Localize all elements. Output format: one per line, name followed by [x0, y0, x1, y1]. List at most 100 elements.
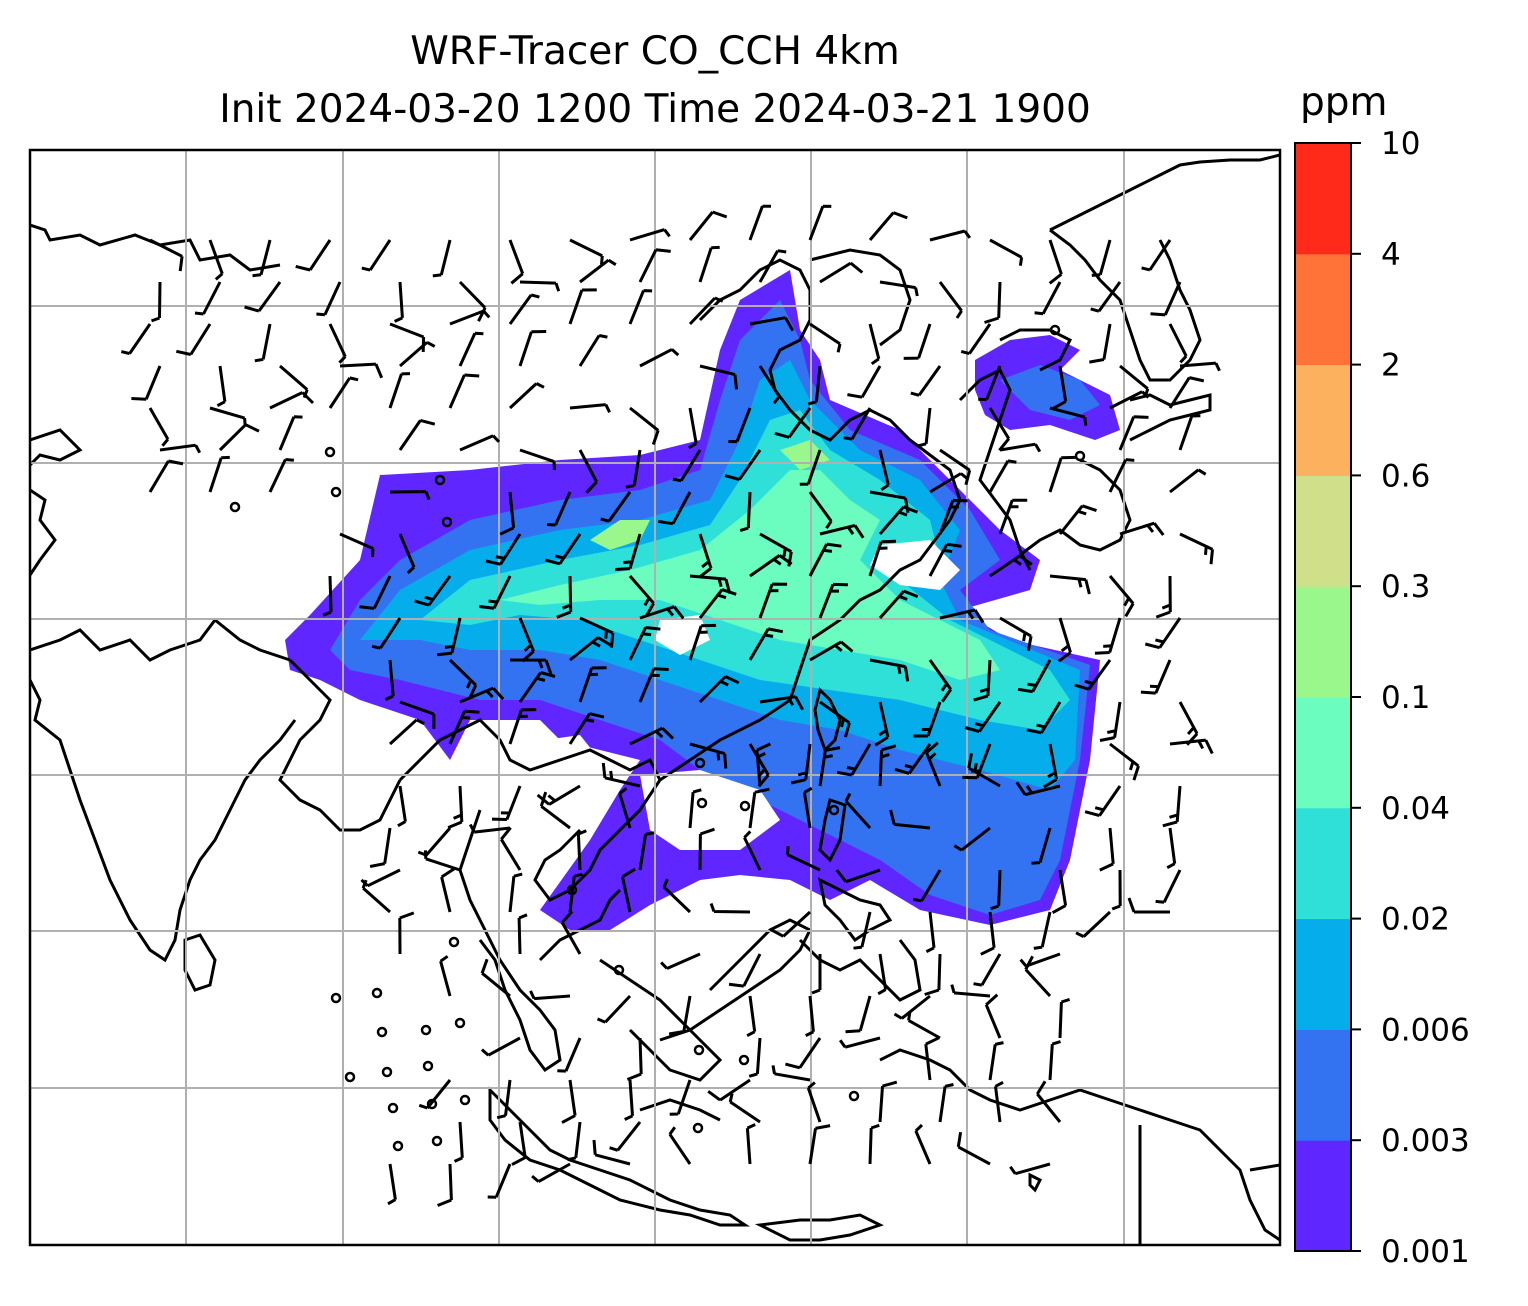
calm-wind-marker [848, 1090, 860, 1102]
gridlines [30, 150, 1280, 1245]
wind-barb [879, 280, 919, 297]
calm-wind-marker [330, 486, 342, 498]
wind-barb [399, 340, 436, 368]
colorbar-segment [1295, 475, 1351, 587]
wind-barb [449, 309, 491, 326]
wind-barb [371, 617, 402, 650]
wind-barb [414, 575, 452, 607]
wind-barb [893, 994, 931, 1020]
wind-barb [668, 1126, 692, 1165]
wind-barb [1009, 1162, 1051, 1176]
wind-barb [397, 785, 407, 828]
wind-barb [218, 423, 260, 452]
wind-barb [1074, 659, 1112, 691]
wind-barb [600, 491, 632, 523]
wind-barb [808, 542, 842, 577]
calm-wind-marker [376, 1026, 388, 1038]
wind-barb [1034, 281, 1062, 316]
calm-wind-marker [1049, 324, 1061, 336]
wind-barb [518, 330, 547, 367]
wind-barb [894, 743, 932, 775]
wind-barb [669, 1079, 692, 1116]
wind-barb [1026, 701, 1062, 735]
wind-barb [1140, 659, 1172, 695]
wind-barb [978, 365, 1002, 401]
calm-wind-marker [434, 474, 446, 486]
wind-barb [479, 575, 512, 610]
wind-barb [1043, 743, 1059, 789]
wind-barb [660, 952, 701, 970]
wind-barb [568, 288, 597, 325]
wind-barb [688, 407, 698, 450]
wind-barb [638, 248, 671, 283]
wind-barb [459, 686, 505, 704]
wind-barb [1019, 952, 1061, 968]
wind-barb [868, 211, 908, 241]
wind-barb [369, 827, 392, 868]
calm-wind-marker [381, 1066, 393, 1078]
wind-barb [929, 229, 972, 242]
wind-barb [508, 239, 525, 285]
wind-barb [398, 533, 416, 575]
wind-barb [447, 785, 464, 829]
map-frame [28, 148, 1282, 1247]
wind-barb [1048, 239, 1063, 285]
wind-barb [938, 1083, 954, 1123]
wind-barb [545, 533, 582, 566]
wind-barb [1179, 361, 1221, 372]
wind-barb [1090, 281, 1122, 313]
wind-barb [120, 323, 152, 356]
wind-barb [1166, 827, 1177, 870]
wind-barb [576, 829, 587, 871]
wind-barb [626, 1037, 643, 1081]
wind-barb [845, 995, 872, 1034]
wind-barb [990, 869, 1002, 911]
wind-barb [316, 281, 342, 317]
wind-barb [878, 1080, 898, 1123]
wind-barb [698, 588, 737, 619]
calm-wind-marker [692, 1122, 704, 1134]
wind-barb [844, 792, 872, 830]
wind-barb [988, 459, 1017, 493]
wind-barb [950, 984, 991, 998]
wind-barb [131, 365, 162, 401]
wind-barb [569, 636, 612, 662]
wind-barb [629, 726, 675, 746]
wind-barb [399, 700, 436, 729]
wind-barb [984, 281, 1002, 324]
map-area [30, 150, 1280, 1245]
wind-barb [929, 472, 969, 494]
wind-barb [561, 1079, 577, 1124]
calm-wind-marker [371, 987, 383, 999]
wind-barb [869, 658, 910, 682]
wind-barb [480, 1036, 521, 1057]
wind-barb [1109, 742, 1140, 781]
wind-barb [1178, 414, 1201, 451]
wind-barb [878, 505, 919, 535]
wind-barb [802, 786, 813, 829]
wind-barb [339, 532, 375, 558]
wind-barb [1015, 781, 1061, 797]
colorbar-segment [1295, 586, 1351, 698]
wind-barb [500, 826, 522, 871]
wind-barb [878, 589, 919, 619]
calm-wind-marker [422, 1060, 434, 1072]
wind-barb [698, 245, 720, 283]
wind-barb [688, 788, 702, 829]
wind-barb [148, 459, 184, 493]
wind-barb [1108, 458, 1135, 493]
colorbar-tick-label: 0.04 [1381, 791, 1450, 827]
calm-wind-marker [1074, 450, 1086, 462]
wind-barb [1169, 468, 1207, 494]
wind-barb [917, 407, 932, 448]
wind-barb [989, 238, 1024, 266]
wind-barb [1169, 738, 1214, 755]
wind-barb [499, 491, 516, 536]
calm-wind-marker [387, 1102, 399, 1114]
wind-barb [748, 204, 771, 241]
wind-barb [912, 869, 942, 903]
wind-barb [709, 902, 751, 914]
calm-wind-marker [426, 1098, 438, 1110]
wind-barb [244, 281, 282, 313]
wind-barb [628, 289, 653, 325]
